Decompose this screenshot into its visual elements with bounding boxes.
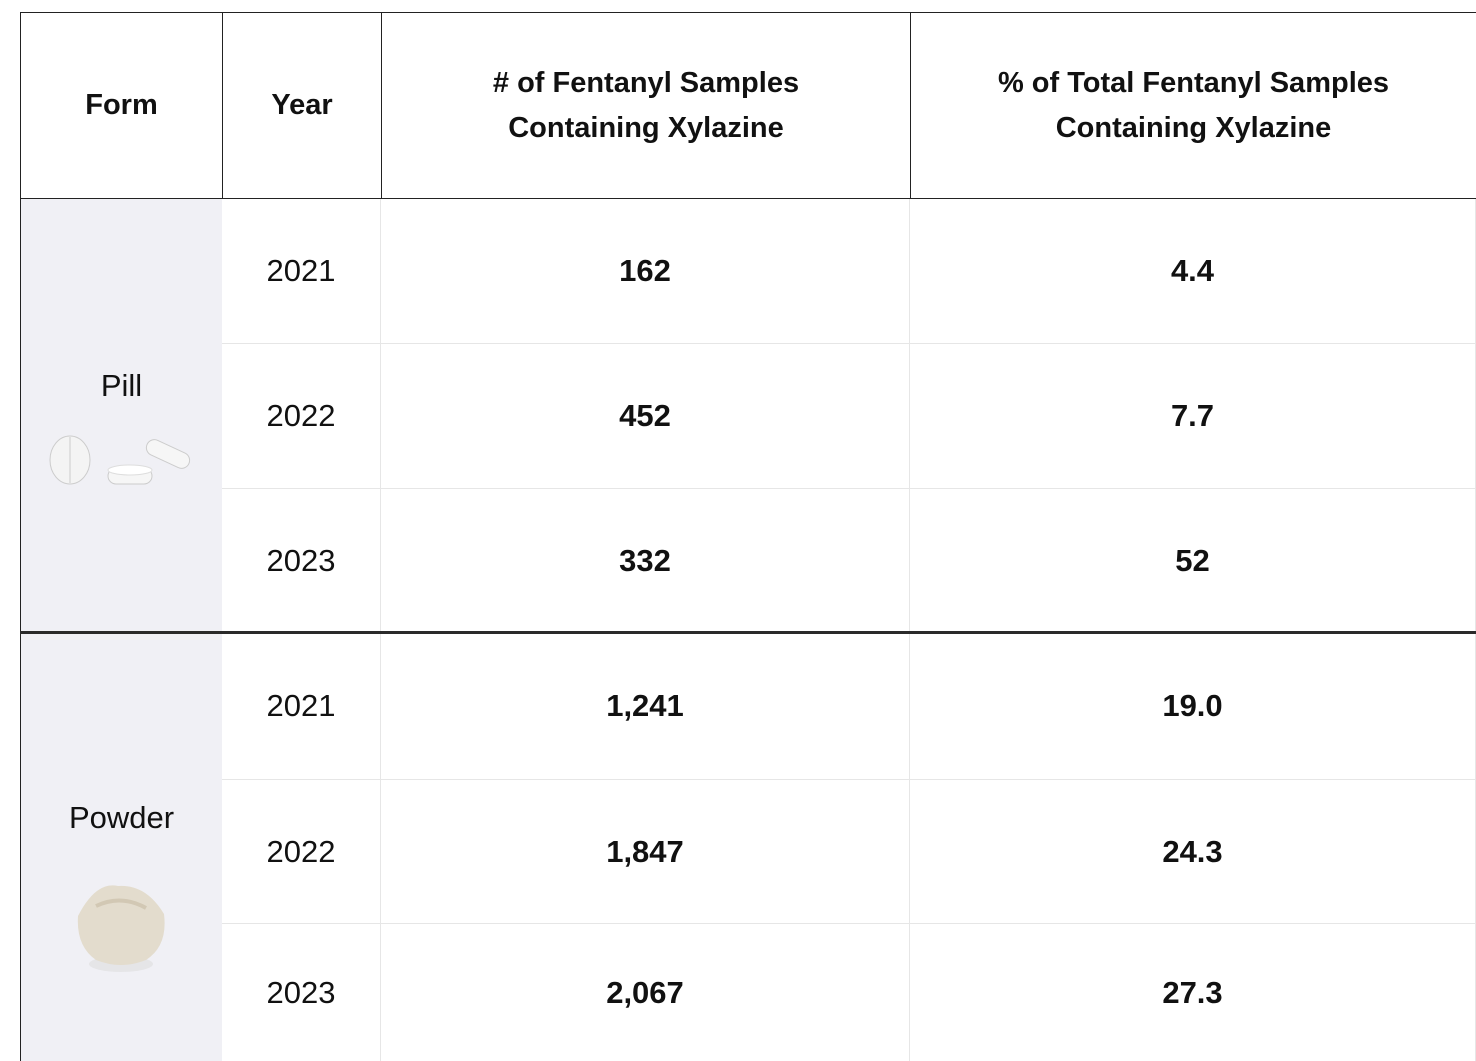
value-cell: 27.3	[910, 924, 1476, 1061]
column-header: # of Fentanyl Samples Containing Xylazin…	[381, 12, 911, 199]
value-cell: 4.4	[910, 199, 1476, 344]
form-cell: Powder	[20, 633, 222, 1061]
value-cell: 452	[381, 344, 910, 489]
powder-icon	[77, 885, 165, 972]
year-cell: 2022	[222, 780, 381, 924]
pill-icon	[49, 435, 191, 485]
value-cell: 2,067	[381, 924, 910, 1061]
form-label: Pill	[100, 368, 143, 403]
year-cell: 2022	[222, 344, 381, 489]
value-cell: 52	[910, 489, 1476, 633]
year-cell: 2023	[222, 924, 381, 1061]
year-cell: 2021	[222, 199, 381, 344]
value-cell: 7.7	[910, 344, 1476, 489]
column-header: Form	[20, 12, 223, 199]
value-cell: 19.0	[910, 633, 1476, 780]
value-cell: 332	[381, 489, 910, 633]
form-label: Powder	[68, 799, 175, 835]
year-cell: 2023	[222, 489, 381, 633]
value-cell: 162	[381, 199, 910, 344]
form-cell: Pill	[20, 199, 222, 633]
year-cell: 2021	[222, 633, 381, 780]
column-header: % of Total Fentanyl Samples Containing X…	[910, 12, 1476, 199]
value-cell: 1,847	[381, 780, 910, 924]
value-cell: 24.3	[910, 780, 1476, 924]
column-header: Year	[222, 12, 382, 199]
value-cell: 1,241	[381, 633, 910, 780]
group-separator	[20, 631, 1476, 634]
